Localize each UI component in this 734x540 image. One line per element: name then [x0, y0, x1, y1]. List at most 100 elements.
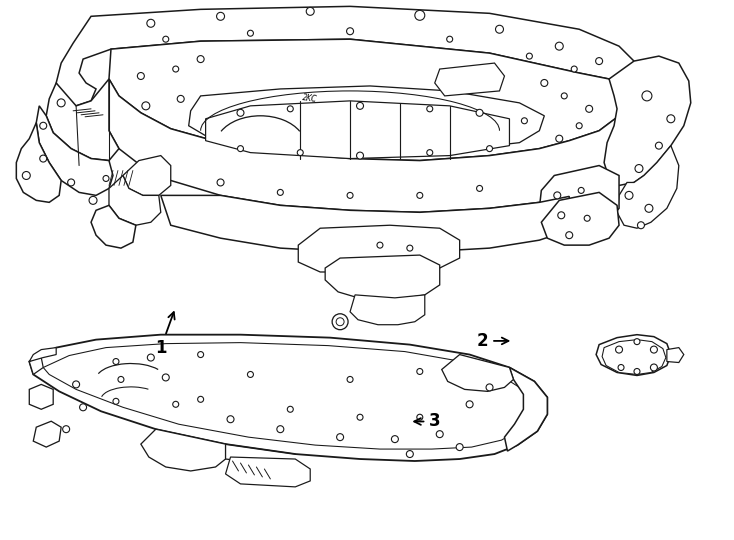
Circle shape: [40, 155, 47, 162]
Circle shape: [62, 426, 70, 433]
Circle shape: [495, 25, 504, 33]
Polygon shape: [33, 421, 61, 447]
Circle shape: [447, 36, 453, 42]
Circle shape: [650, 346, 658, 353]
Circle shape: [147, 19, 155, 27]
Circle shape: [417, 414, 423, 420]
Circle shape: [148, 354, 154, 361]
Circle shape: [616, 346, 622, 353]
Polygon shape: [602, 340, 666, 374]
Circle shape: [476, 185, 482, 191]
Polygon shape: [435, 63, 504, 96]
Polygon shape: [36, 106, 113, 195]
Polygon shape: [91, 205, 136, 248]
Polygon shape: [109, 39, 624, 160]
Polygon shape: [617, 146, 679, 228]
Polygon shape: [43, 342, 529, 449]
Polygon shape: [123, 156, 171, 195]
Circle shape: [521, 118, 528, 124]
Circle shape: [576, 123, 582, 129]
Circle shape: [197, 56, 204, 63]
Circle shape: [40, 122, 47, 129]
Circle shape: [73, 381, 79, 388]
Circle shape: [456, 443, 463, 450]
Circle shape: [571, 66, 577, 72]
Polygon shape: [189, 86, 545, 153]
Polygon shape: [57, 6, 634, 106]
Circle shape: [558, 212, 564, 219]
Polygon shape: [29, 357, 43, 374]
Circle shape: [247, 30, 253, 36]
Circle shape: [586, 105, 592, 112]
Circle shape: [476, 109, 483, 116]
Circle shape: [277, 426, 284, 433]
Circle shape: [407, 245, 413, 251]
Circle shape: [436, 431, 443, 437]
Text: 2: 2: [476, 332, 509, 350]
Circle shape: [142, 102, 150, 110]
Circle shape: [426, 150, 433, 156]
Circle shape: [566, 232, 573, 239]
Polygon shape: [109, 79, 619, 212]
Circle shape: [227, 416, 234, 423]
Circle shape: [415, 10, 425, 21]
Circle shape: [377, 242, 383, 248]
Text: 2KC: 2KC: [302, 93, 319, 104]
Circle shape: [103, 176, 109, 181]
Polygon shape: [604, 56, 691, 185]
Polygon shape: [542, 192, 619, 245]
Circle shape: [163, 36, 169, 42]
Circle shape: [357, 103, 363, 109]
Circle shape: [238, 146, 244, 152]
Circle shape: [347, 376, 353, 382]
Circle shape: [486, 384, 493, 391]
Circle shape: [655, 142, 662, 149]
Circle shape: [287, 406, 294, 412]
Circle shape: [407, 450, 413, 457]
Circle shape: [667, 115, 675, 123]
Circle shape: [357, 414, 363, 420]
Circle shape: [526, 53, 532, 59]
Circle shape: [297, 150, 303, 156]
Circle shape: [595, 58, 603, 65]
Circle shape: [172, 66, 178, 72]
Circle shape: [237, 109, 244, 116]
Circle shape: [426, 106, 433, 112]
Circle shape: [645, 204, 653, 212]
Circle shape: [113, 359, 119, 364]
Polygon shape: [46, 79, 119, 160]
Circle shape: [417, 192, 423, 198]
Circle shape: [57, 99, 65, 107]
Circle shape: [391, 436, 399, 443]
Circle shape: [217, 179, 224, 186]
Circle shape: [332, 314, 348, 330]
Circle shape: [137, 72, 145, 79]
Circle shape: [162, 374, 170, 381]
Circle shape: [650, 364, 658, 371]
Circle shape: [197, 396, 203, 402]
Polygon shape: [298, 225, 459, 272]
Circle shape: [336, 318, 344, 326]
Polygon shape: [141, 429, 225, 471]
Polygon shape: [325, 255, 440, 300]
Circle shape: [172, 401, 178, 407]
Circle shape: [634, 368, 640, 374]
Polygon shape: [16, 123, 61, 202]
Polygon shape: [350, 295, 425, 325]
Text: 3: 3: [414, 413, 441, 430]
Circle shape: [562, 93, 567, 99]
Polygon shape: [109, 176, 161, 225]
Polygon shape: [206, 101, 509, 159]
Circle shape: [22, 172, 30, 179]
Circle shape: [553, 192, 561, 199]
Circle shape: [337, 434, 344, 441]
Circle shape: [79, 404, 87, 411]
Circle shape: [247, 372, 253, 377]
Circle shape: [306, 8, 314, 15]
Polygon shape: [667, 348, 684, 362]
Circle shape: [466, 401, 473, 408]
Polygon shape: [539, 166, 619, 230]
Circle shape: [68, 179, 75, 186]
Polygon shape: [192, 86, 545, 160]
Circle shape: [89, 197, 97, 204]
